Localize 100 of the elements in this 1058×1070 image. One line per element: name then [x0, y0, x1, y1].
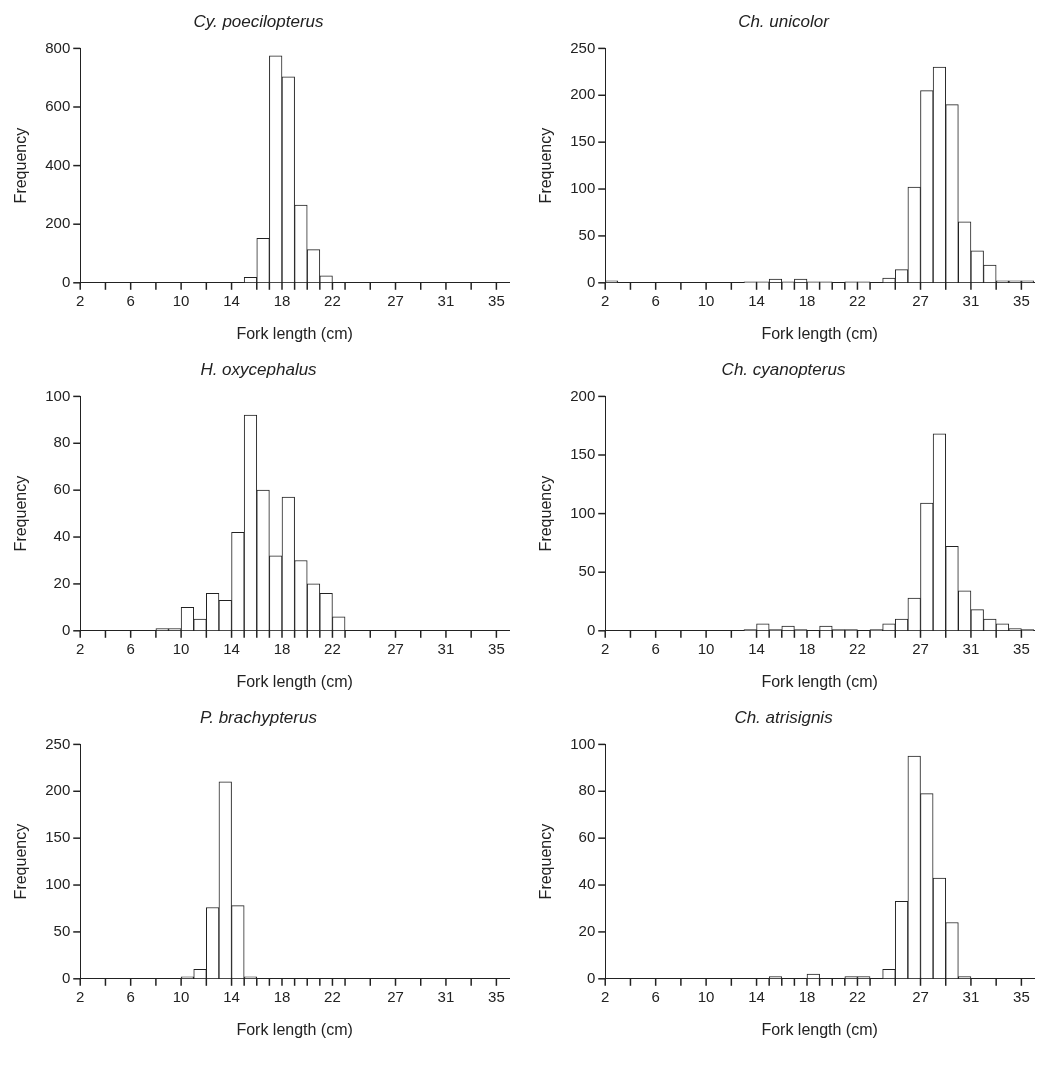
y-tick-label: 0 [586, 272, 596, 290]
y-tick-label: 80 [53, 433, 71, 451]
y-tick-label: 40 [578, 875, 596, 893]
y-axis-title: Frequency [537, 823, 555, 900]
y-tick-label: 600 [45, 97, 71, 115]
x-tick-label: 6 [651, 987, 660, 1005]
y-tick-label: 250 [570, 38, 596, 56]
x-tick-label: 10 [172, 639, 190, 657]
y-tick-label: 100 [570, 734, 596, 752]
chart-title: H. oxycephalus [200, 359, 318, 379]
y-axis-title: Frequency [12, 823, 30, 900]
y-axis-title: Frequency [12, 475, 30, 552]
x-tick-label: 27 [387, 639, 404, 657]
y-tick-label: 200 [570, 85, 596, 103]
y-tick-label: 100 [570, 503, 596, 521]
x-tick-label: 2 [76, 639, 85, 657]
x-tick-label: 18 [798, 639, 816, 657]
x-tick-label: 22 [849, 987, 866, 1005]
x-tick-label: 2 [601, 987, 610, 1005]
chart-title: Ch. unicolor [738, 11, 831, 31]
x-tick-label: 10 [697, 639, 715, 657]
y-tick-label: 200 [45, 781, 71, 799]
x-axis-title: Fork length (cm) [236, 672, 353, 690]
x-tick-label: 31 [437, 291, 455, 309]
y-tick-label: 50 [53, 922, 71, 940]
x-tick-label: 22 [849, 291, 866, 309]
y-tick-label: 0 [586, 968, 596, 986]
y-axis-title: Frequency [12, 127, 30, 204]
y-tick-label: 20 [53, 574, 71, 592]
x-tick-label: 10 [172, 291, 190, 309]
y-tick-label: 0 [61, 272, 71, 290]
x-tick-label: 27 [912, 987, 929, 1005]
x-tick-label: 31 [437, 639, 455, 657]
x-tick-label: 27 [912, 639, 929, 657]
chart-title: Cy. poecilopterus [193, 11, 325, 31]
x-tick-label: 6 [126, 291, 135, 309]
x-tick-label: 14 [223, 987, 240, 1005]
x-tick-label: 10 [697, 987, 715, 1005]
y-tick-label: 20 [578, 922, 596, 940]
x-tick-label: 18 [273, 987, 291, 1005]
x-tick-label: 10 [697, 291, 715, 309]
y-tick-label: 100 [45, 875, 71, 893]
x-tick-label: 6 [126, 987, 135, 1005]
x-tick-label: 22 [849, 639, 866, 657]
y-axis-title: Frequency [537, 475, 555, 552]
x-tick-label: 18 [798, 291, 816, 309]
x-tick-label: 14 [748, 639, 765, 657]
x-tick-label: 6 [126, 639, 135, 657]
x-tick-label: 18 [798, 987, 816, 1005]
x-tick-label: 2 [76, 291, 85, 309]
x-tick-label: 35 [488, 987, 505, 1005]
x-tick-label: 22 [324, 291, 341, 309]
x-tick-label: 10 [172, 987, 190, 1005]
y-tick-label: 80 [578, 781, 596, 799]
chart-title: Ch. atrisignis [734, 707, 834, 727]
y-tick-label: 40 [53, 527, 71, 545]
x-axis-title: Fork length (cm) [761, 672, 878, 690]
x-tick-label: 31 [962, 291, 980, 309]
x-tick-label: 6 [651, 639, 660, 657]
x-tick-label: 27 [387, 987, 404, 1005]
x-tick-label: 35 [1013, 987, 1030, 1005]
x-tick-label: 6 [651, 291, 660, 309]
y-tick-label: 50 [578, 562, 596, 580]
x-axis-title: Fork length (cm) [236, 1020, 353, 1038]
y-tick-label: 100 [45, 386, 71, 404]
x-tick-label: 22 [324, 987, 341, 1005]
x-tick-label: 18 [273, 291, 291, 309]
x-tick-label: 27 [912, 291, 929, 309]
y-tick-label: 150 [570, 132, 596, 150]
y-tick-label: 100 [570, 179, 596, 197]
y-tick-label: 200 [45, 214, 71, 232]
x-tick-label: 2 [601, 291, 610, 309]
x-tick-label: 35 [1013, 639, 1030, 657]
y-tick-label: 150 [45, 828, 71, 846]
chart-title: Ch. cyanopterus [721, 359, 846, 379]
x-tick-label: 14 [223, 291, 240, 309]
y-tick-label: 0 [586, 620, 596, 638]
x-axis-title: Fork length (cm) [761, 324, 878, 342]
y-tick-label: 250 [45, 734, 71, 752]
x-tick-label: 22 [324, 639, 341, 657]
x-tick-label: 14 [223, 639, 240, 657]
y-axis-title: Frequency [537, 127, 555, 204]
x-tick-label: 27 [387, 291, 404, 309]
x-tick-label: 31 [962, 987, 980, 1005]
chart-title: P. brachypterus [200, 707, 318, 727]
x-tick-label: 2 [76, 987, 85, 1005]
x-tick-label: 35 [488, 291, 505, 309]
y-tick-label: 50 [578, 226, 596, 244]
y-tick-label: 60 [578, 828, 596, 846]
x-tick-label: 14 [748, 291, 765, 309]
y-tick-label: 400 [45, 155, 71, 173]
x-axis-title: Fork length (cm) [236, 324, 353, 342]
y-tick-label: 800 [45, 38, 71, 56]
x-tick-label: 35 [1013, 291, 1030, 309]
y-tick-label: 60 [53, 480, 71, 498]
x-tick-label: 31 [437, 987, 455, 1005]
x-tick-label: 35 [488, 639, 505, 657]
y-tick-label: 150 [570, 445, 596, 463]
y-tick-label: 200 [570, 386, 596, 404]
x-tick-label: 31 [962, 639, 980, 657]
